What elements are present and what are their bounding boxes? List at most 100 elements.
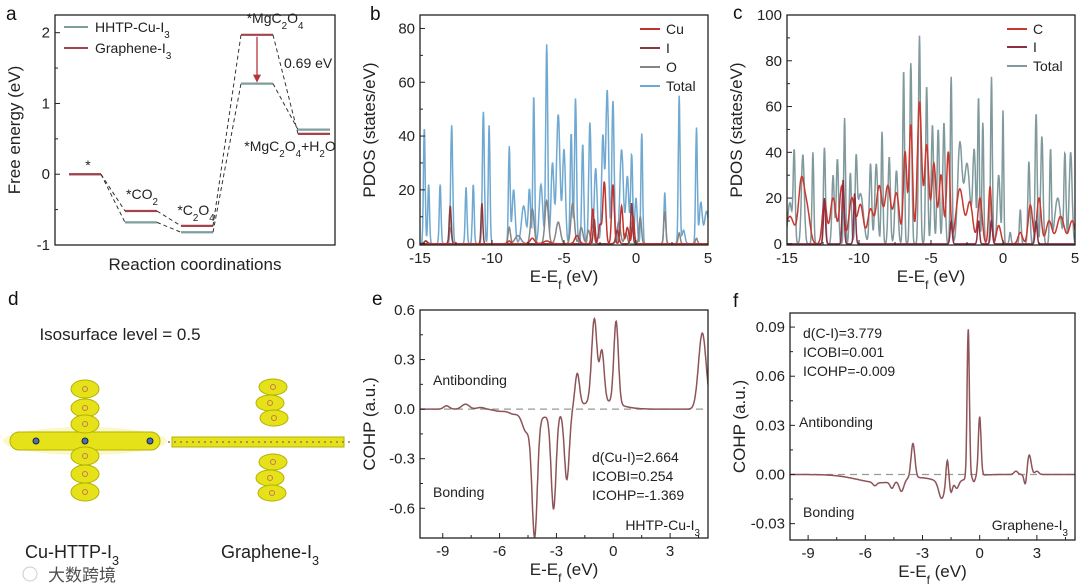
y-tick-label: 0 <box>42 166 50 183</box>
x-axis-label: Reaction coordinations <box>109 255 282 274</box>
y-tick-label: 0.09 <box>756 319 785 336</box>
legend-label: Total <box>666 78 696 94</box>
plot-area <box>790 329 1075 500</box>
watermark-logo-icon <box>22 566 38 582</box>
x-tick-label: -10 <box>481 250 503 267</box>
y-axis-label: COHP (a.u.) <box>360 377 379 470</box>
plot-area <box>420 44 708 245</box>
y-tick-label: 0.3 <box>394 352 415 369</box>
annotation-text: Bonding <box>803 504 854 520</box>
y-tick-label: 60 <box>398 74 415 91</box>
annotation-text: ICOHP=-1.369 <box>592 487 684 503</box>
isosurface-lobe <box>257 484 287 502</box>
y-tick-label: 2 <box>42 25 50 42</box>
isosurface-lobe <box>70 446 100 466</box>
series-line-c-i <box>790 329 1075 500</box>
y-tick-label: 40 <box>765 144 782 161</box>
x-tick-label: -10 <box>848 250 870 267</box>
iodine-atom <box>271 415 277 421</box>
level-connector <box>156 221 182 233</box>
annotation-text: Bonding <box>433 484 484 500</box>
plot-frame <box>789 312 1076 541</box>
plot-frame <box>419 309 709 539</box>
isosurface-lobe <box>255 469 285 487</box>
x-tick-label: -6 <box>493 543 506 560</box>
system-label: HHTP-Cu-I3 <box>625 517 700 539</box>
legend-label: Cu <box>666 21 684 37</box>
panel-letter-e: e <box>372 289 383 310</box>
legend-label: Total <box>1033 58 1063 74</box>
state-label: *C2O4 <box>177 202 215 224</box>
y-axis-label: COHP (a.u.) <box>730 380 749 473</box>
y-tick-label: -0.03 <box>751 516 785 533</box>
x-tick-label: 0 <box>999 250 1007 267</box>
annotation-text: d(C-I)=3.779 <box>803 325 882 341</box>
x-tick-label: 0 <box>632 250 640 267</box>
legend-label: I <box>666 40 670 56</box>
series-line-c <box>787 101 1075 245</box>
chart-b: 0 20 40 60 80 -15 -10 -5 0 5 E-Ef (eV) PDOS (states… <box>360 14 712 292</box>
x-tick-label: -15 <box>409 250 431 267</box>
plot-frame <box>419 14 709 246</box>
y-tick-label: 0 <box>407 236 415 253</box>
annotation-text: Antibonding <box>799 414 873 430</box>
series-line-i <box>420 203 708 245</box>
level-connector <box>100 173 126 212</box>
y-tick-label: -1 <box>37 237 50 254</box>
x-tick-label: 5 <box>704 250 712 267</box>
iodine-atom <box>267 400 273 406</box>
iodine-atom <box>82 386 88 392</box>
x-tick-label: -6 <box>859 545 872 562</box>
state-label: *MgC2O4 <box>247 10 304 32</box>
legend-label: O <box>666 59 677 75</box>
isosurface-lobe <box>258 378 288 396</box>
iodine-atom <box>82 405 88 411</box>
iodine-atom <box>269 490 275 496</box>
x-tick-label: -9 <box>436 543 449 560</box>
plot-area <box>420 317 708 538</box>
x-tick-label: 0 <box>609 543 617 560</box>
legend-label: I <box>1033 39 1037 55</box>
panel-letter-a: a <box>6 4 17 25</box>
legend-label: Graphene-I3 <box>95 40 172 62</box>
energy-gap-label: 0.69 eV <box>284 55 333 71</box>
annotation-text: ICOBI=0.254 <box>592 468 674 484</box>
level-connector <box>272 34 299 135</box>
x-axis-label: E-Ef (eV) <box>530 560 599 585</box>
system-label: Graphene-I3 <box>992 517 1069 539</box>
iodine-atom <box>82 471 88 477</box>
series-line-cu-i <box>420 317 708 538</box>
isosurface-title: Isosurface level = 0.5 <box>39 325 200 344</box>
copper-atom <box>146 437 154 445</box>
y-tick-label: 0.03 <box>756 417 785 434</box>
x-tick-label: 3 <box>666 543 674 560</box>
isosurface-lobe <box>70 414 100 434</box>
y-tick-label: 1 <box>42 95 50 112</box>
y-tick-label: 60 <box>765 99 782 116</box>
iodine-atom <box>82 489 88 495</box>
chart-a-free-energy: -1 0 1 2 Reaction coordinations Free energy (… <box>5 10 336 274</box>
x-tick-label: -15 <box>776 250 798 267</box>
state-label: *MgC2O4+H2O <box>244 138 336 160</box>
panel-letter-d: d <box>8 289 19 310</box>
annotation-text: d(Cu-I)=2.664 <box>592 449 679 465</box>
iodine-atom <box>270 459 276 465</box>
y-tick-label: 80 <box>765 53 782 70</box>
isosurface-lobe <box>259 409 289 427</box>
isosurface-lobe <box>70 464 100 484</box>
x-tick-label: -5 <box>924 250 937 267</box>
x-tick-label: -5 <box>557 250 570 267</box>
isosurface-panel: Isosurface level = 0.5 Cu-HTTP-I3 Graphene… <box>3 325 352 585</box>
chart-f: -0.03 0.00 0.03 0.06 0.09 -9 -6 -3 0 3 E-Ef (eV) CO… <box>730 312 1076 586</box>
x-tick-label: -3 <box>550 543 563 560</box>
y-tick-label: 20 <box>398 182 415 199</box>
legend-label: HHTP-Cu-I3 <box>95 19 170 41</box>
y-tick-label: 80 <box>398 20 415 37</box>
y-tick-label: 100 <box>757 7 782 24</box>
iodine-atom <box>270 384 276 390</box>
isosurface-lobe <box>70 379 100 399</box>
y-tick-label: -0.3 <box>389 451 415 468</box>
y-tick-label: 40 <box>398 128 415 145</box>
y-tick-label: -0.6 <box>389 500 415 517</box>
